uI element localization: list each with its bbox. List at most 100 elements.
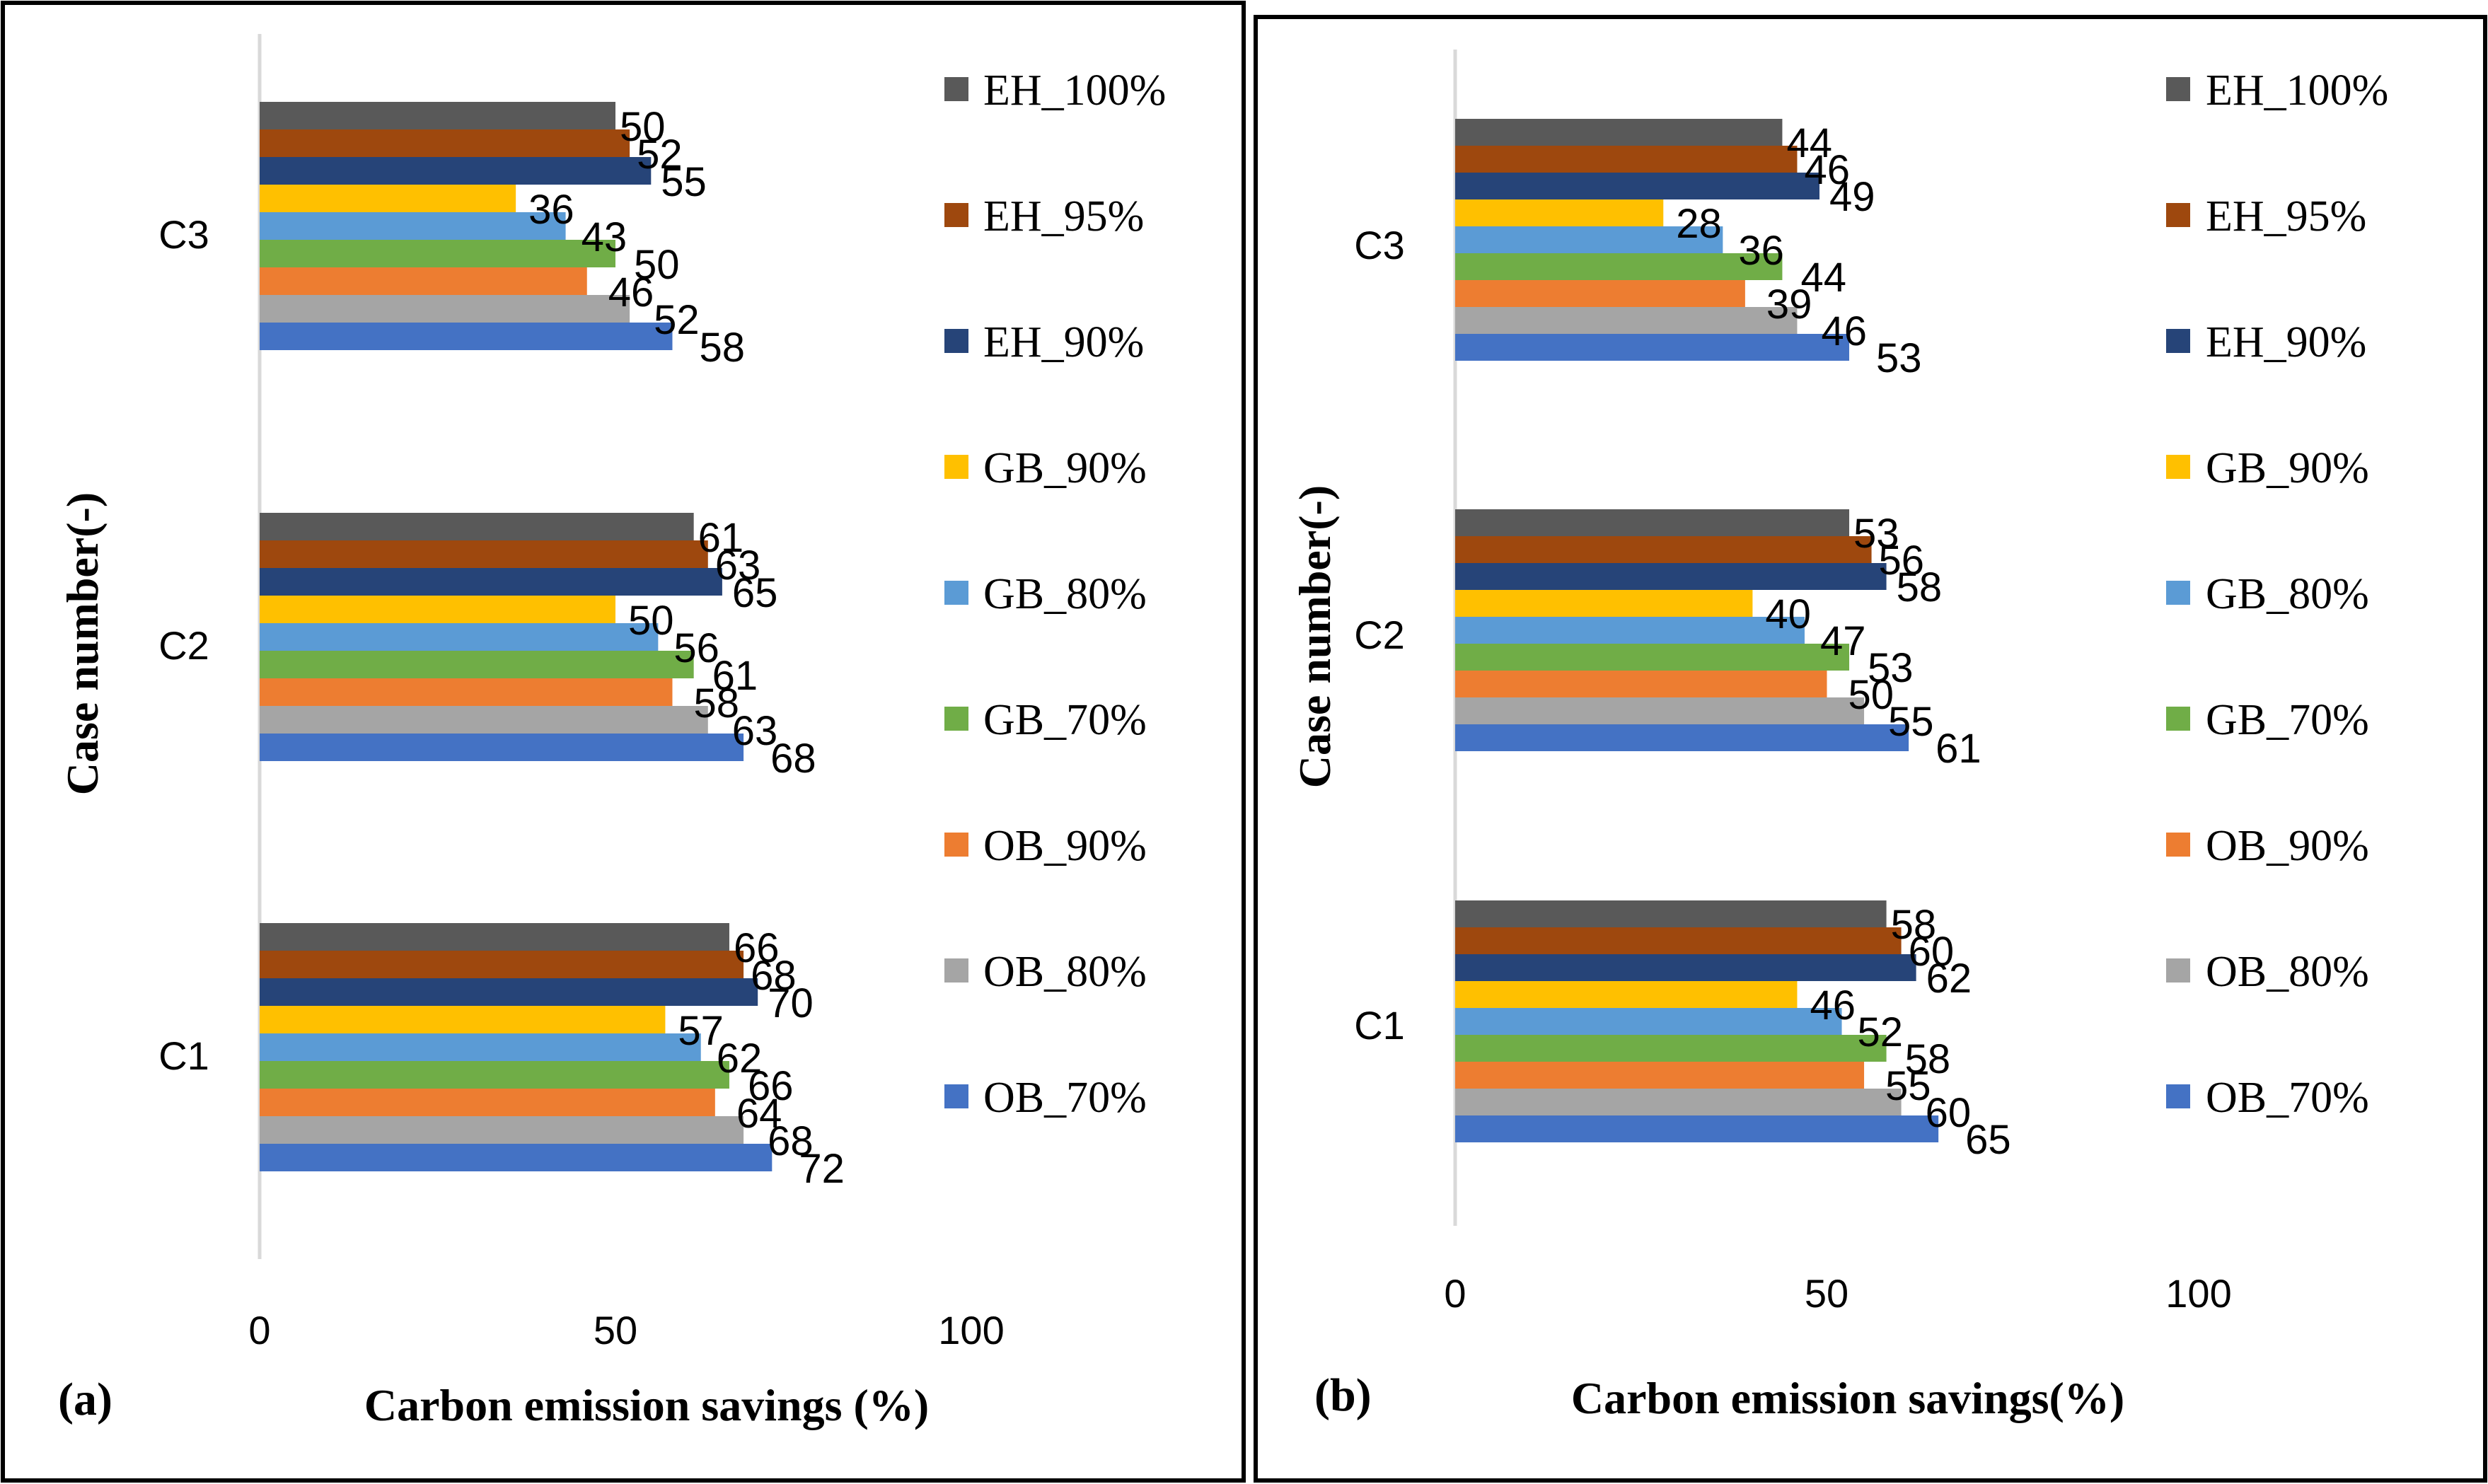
panel-b-legend-label-ob-90pct: OB_90% (2206, 822, 2369, 870)
panel-a-tag: (a) (58, 1374, 112, 1425)
panel-b-legend-swatch-gb-90pct (2166, 455, 2190, 479)
panel-b-bar-c2-ob-90pct (1455, 671, 1827, 697)
panel-b-bar-c2-eh-90pct (1455, 563, 1887, 590)
panel-b-data-label-c1-gb-90pct: 46 (1810, 982, 1856, 1028)
panel-b-bar-c1-eh-100pct (1455, 900, 1887, 927)
panel-b-data-label-c1-eh-90pct: 62 (1926, 956, 1972, 1002)
panel-b-data-label-c3-gb-90pct: 28 (1676, 201, 1722, 247)
panel-a-data-label-c3-ob-90pct: 46 (608, 269, 654, 315)
panel-a-legend-label-eh-100pct: EH_100% (983, 66, 1166, 115)
panel-b-bar-c2-ob-80pct (1455, 697, 1865, 724)
panel-a-bar-c3-ob-90pct (260, 267, 587, 295)
panel-b-legend-label-ob-70pct: OB_70% (2206, 1074, 2369, 1122)
panel-a-bar-c3-ob-80pct (260, 295, 630, 323)
panel-a-bar-c2-gb-80pct (260, 623, 659, 651)
panel-b-bar-c2-gb-70pct (1455, 644, 1850, 671)
panel-a-bar-c1-eh-90pct (260, 978, 758, 1006)
panel-b-legend-swatch-gb-80pct (2166, 581, 2190, 605)
panel-a-bar-c3-ob-70pct (260, 323, 673, 350)
panel-a-data-label-c1-gb-70pct: 66 (748, 1063, 794, 1109)
panel-a-data-label-c1-eh-90pct: 70 (768, 980, 814, 1026)
panel-b-bar-c2-gb-90pct (1455, 590, 1753, 617)
panel-a-bar-c2-ob-70pct (260, 734, 744, 761)
panel-a-legend-swatch-eh-95pct (944, 203, 968, 227)
panel-b-data-label-c1-ob-80pct: 60 (1926, 1090, 1972, 1136)
panel-b: (b) Carbon emission savings(%) Case numb… (1254, 15, 2487, 1483)
panel-b-legend: EH_100% EH_95% EH_90% GB_90% GB_80% GB_70% OB_… (2166, 66, 2388, 1122)
panel-a-y-axis-title: Case number(-) (57, 492, 108, 795)
panel-b-category-c2: C2 (1354, 613, 1405, 657)
panel-a-legend-swatch-eh-90pct (944, 329, 968, 353)
panel-a-bar-c3-gb-90pct (260, 185, 516, 212)
panel-b-data-label-c2-ob-80pct: 55 (1888, 699, 1934, 745)
panel-a-legend-label-eh-95pct: EH_95% (983, 192, 1144, 240)
panel-b-legend-swatch-ob-80pct (2166, 958, 2190, 982)
panel-b-data-label-c2-eh-100pct: 53 (1853, 511, 1899, 557)
panel-b-bar-c3-eh-95pct (1455, 146, 1798, 173)
panel-a-legend-swatch-gb-80pct (944, 581, 968, 605)
panel-b-data-label-c2-eh-95pct: 56 (1879, 538, 1925, 584)
panel-a-legend: EH_100% EH_95% EH_90% GB_90% GB_80% GB_70% OB_… (944, 66, 1166, 1122)
panel-a-legend-label-ob-90pct: OB_90% (983, 822, 1147, 870)
panel-a-data-label-c2-ob-90pct: 58 (693, 680, 739, 726)
panel-b-bar-c1-gb-90pct (1455, 981, 1798, 1008)
panel-b-data-label-c2-ob-90pct: 50 (1848, 672, 1894, 718)
panel-a-legend-label-ob-70pct: OB_70% (983, 1074, 1147, 1122)
panel-b-legend-label-gb-70pct: GB_70% (2206, 696, 2369, 744)
panel-b-legend-swatch-eh-100pct (2166, 77, 2190, 101)
panel-b-bar-c2-ob-70pct (1455, 724, 1909, 751)
panel-b-data-label-c2-gb-70pct: 53 (1868, 645, 1914, 691)
panel-b-legend-swatch-ob-90pct (2166, 833, 2190, 857)
panel-b-bar-c1-gb-80pct (1455, 1008, 1842, 1035)
panel-a-legend-label-gb-80pct: GB_80% (983, 570, 1147, 618)
panel-b-x-tick-50: 50 (1805, 1271, 1848, 1316)
panel-a-data-label-c2-ob-70pct: 68 (770, 736, 816, 782)
panel-a-legend-swatch-ob-80pct (944, 958, 968, 982)
panel-b-x-tick-100: 100 (2165, 1271, 2231, 1316)
panel-a-bars (260, 102, 773, 1171)
panel-b-data-label-c3-eh-90pct: 49 (1829, 174, 1875, 220)
panel-a-bar-c2-ob-90pct (260, 678, 673, 706)
panel-b-legend-label-eh-100pct: EH_100% (2206, 66, 2388, 115)
panel-b-bar-c1-eh-95pct (1455, 927, 1902, 954)
panel-b-bar-c3-gb-90pct (1455, 199, 1664, 226)
panel-b-data-label-c2-gb-80pct: 47 (1820, 618, 1866, 664)
panel-b-legend-label-eh-90pct: EH_90% (2206, 318, 2366, 366)
panel-a-data-label-c1-ob-90pct: 64 (736, 1091, 782, 1137)
panel-a-data-label-c2-eh-100pct: 61 (698, 515, 744, 561)
panel-a-bar-c2-eh-90pct (260, 568, 722, 596)
panel-a-legend-swatch-ob-70pct (944, 1084, 968, 1108)
panel-b-data-label-c1-ob-70pct: 65 (1965, 1117, 2011, 1163)
panel-a-legend-swatch-eh-100pct (944, 77, 968, 101)
panel-b-data-label-c3-ob-90pct: 39 (1766, 282, 1812, 327)
panel-b-legend-label-gb-80pct: GB_80% (2206, 570, 2369, 618)
panel-b-data-label-c1-eh-100pct: 58 (1891, 902, 1937, 948)
panel-a-x-axis-title: Carbon emission savings (%) (364, 1380, 929, 1430)
panel-b-legend-swatch-eh-90pct (2166, 329, 2190, 353)
panel-b-bar-c2-gb-80pct (1455, 617, 1805, 644)
panel-a-data-label-c1-ob-80pct: 68 (768, 1118, 814, 1164)
panel-b-legend-label-ob-80pct: OB_80% (2206, 948, 2369, 996)
panel-b-data-label-c3-ob-80pct: 46 (1821, 308, 1867, 354)
panel-b-bar-c1-ob-70pct (1455, 1115, 1939, 1142)
panel-b-bar-c3-eh-100pct (1455, 119, 1783, 146)
panel-a-bar-c2-gb-90pct (260, 596, 615, 623)
panel-b-bar-c1-ob-80pct (1455, 1089, 1902, 1115)
panel-b-bar-c1-gb-70pct (1455, 1035, 1887, 1062)
panel-a-legend-label-gb-90pct: GB_90% (983, 444, 1147, 492)
panel-a-bar-c1-eh-100pct (260, 923, 729, 951)
panel-a-legend-label-ob-80pct: OB_80% (983, 948, 1147, 996)
panel-a-x-tick-0: 0 (248, 1308, 270, 1352)
panel-a-data-label-c3-eh-90pct: 55 (661, 159, 707, 205)
panel-a-bar-c1-ob-80pct (260, 1116, 744, 1144)
panel-a-bar-c2-ob-80pct (260, 706, 708, 734)
panel-b-data-label-c1-gb-80pct: 52 (1858, 1009, 1904, 1055)
panel-b-bar-c3-ob-90pct (1455, 280, 1745, 307)
panel-a: (a) Carbon emission savings (%) Case num… (1, 1, 1246, 1483)
panel-b-bar-c3-gb-80pct (1455, 226, 1723, 253)
panel-b-data-label-c1-gb-70pct: 58 (1905, 1036, 1951, 1082)
panel-a-data-labels: 5052553643504652586163655056615863686668… (528, 104, 845, 1192)
panel-a-legend-swatch-ob-90pct (944, 833, 968, 857)
panel-b-bar-c2-eh-95pct (1455, 536, 1872, 563)
